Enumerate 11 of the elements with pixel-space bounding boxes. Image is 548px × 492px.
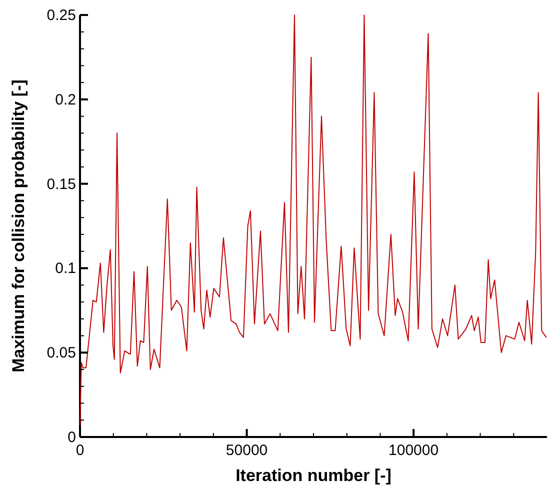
y-tick-label: 0.05 bbox=[46, 344, 76, 362]
y-tick-label: 0.15 bbox=[46, 176, 76, 193]
y-axis-title: Maximum for collision probability [-] bbox=[9, 80, 28, 372]
y-tick-label: 0 bbox=[68, 429, 76, 446]
y-tick-label: 0.25 bbox=[46, 7, 76, 24]
x-tick-label: 100000 bbox=[388, 442, 439, 459]
x-tick-label: 50000 bbox=[226, 442, 268, 459]
x-axis-title: Iteration number [-] bbox=[236, 466, 392, 485]
y-tick-label: 0.1 bbox=[55, 260, 76, 278]
line-series bbox=[80, 14, 547, 426]
y-tick-label: 0.2 bbox=[55, 91, 76, 108]
